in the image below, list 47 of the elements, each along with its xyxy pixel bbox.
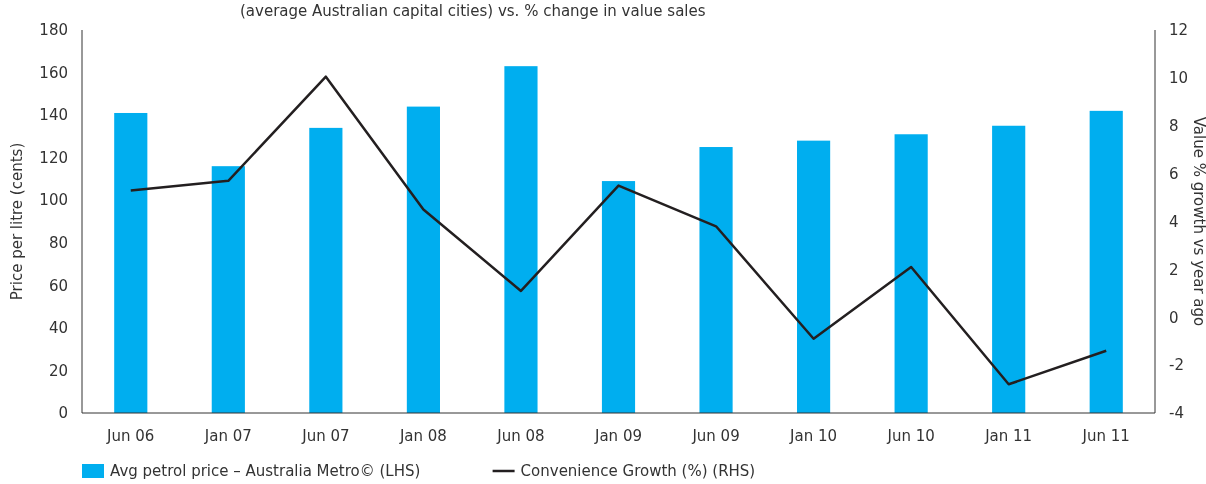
y-tick-label: 180 [39,21,68,40]
y2-axis-title: Value % growth vs year ago [1190,116,1206,327]
bar [699,147,733,413]
x-tick-label: Jan 10 [789,427,838,445]
y2-tick-label: 4 [1169,212,1179,231]
bar [992,125,1026,413]
y-axis-title: Price per litre (cents) [8,142,26,301]
y2-tick-label: 12 [1169,21,1189,40]
legend-label: Avg petrol price – Australia Metro© (LHS) [110,462,421,481]
x-tick-label: Jan 09 [594,427,642,445]
y2-tick-label: 10 [1169,69,1189,88]
bar [114,112,148,413]
y2-tick-label: 2 [1169,260,1179,279]
x-tick-label: Jun 07 [301,427,350,445]
bar [406,106,440,413]
y-tick-label: 140 [39,106,68,125]
y-tick-label: 60 [48,276,68,295]
x-tick-label: Jun 06 [106,427,155,445]
chart-subtitle: (average Australian capital cities) vs. % change in value sales [240,2,706,20]
bar [797,140,831,413]
x-tick-label: Jun 11 [1081,427,1130,445]
x-tick-label: Jan 08 [398,427,447,445]
x-tick-label: Jun 10 [886,427,935,445]
bar [1089,110,1123,413]
x-tick-label: Jun 09 [691,427,740,445]
y-tick-label: 40 [48,319,68,338]
y-tick-label: 160 [39,63,68,82]
y2-tick-label: 6 [1169,164,1179,183]
bar [504,66,538,413]
y2-tick-label: 0 [1169,308,1179,327]
bar [211,166,245,413]
y-tick-label: 100 [39,191,68,210]
bar [601,181,636,413]
y2-tick-label: -2 [1169,356,1184,375]
y-tick-label: 20 [48,361,68,380]
y-tick-label: 0 [58,404,68,423]
x-tick-label: Jan 07 [203,427,252,445]
line-series [129,75,1108,386]
y2-tick-label: -4 [1169,404,1184,423]
bar [309,127,343,413]
y2-tick-label: 8 [1169,117,1179,135]
y-tick-label: 80 [48,234,68,253]
bar [894,134,928,413]
y-tick-label: 120 [39,148,68,167]
x-tick-label: Jan 11 [984,427,1033,445]
x-tick-label: Jun 08 [496,427,545,445]
legend-label: Convenience Growth (%) (RHS) [520,462,756,481]
